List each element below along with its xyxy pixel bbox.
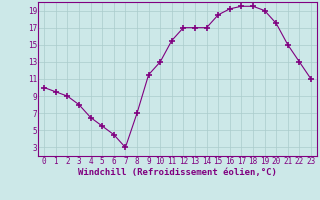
X-axis label: Windchill (Refroidissement éolien,°C): Windchill (Refroidissement éolien,°C) (78, 168, 277, 177)
